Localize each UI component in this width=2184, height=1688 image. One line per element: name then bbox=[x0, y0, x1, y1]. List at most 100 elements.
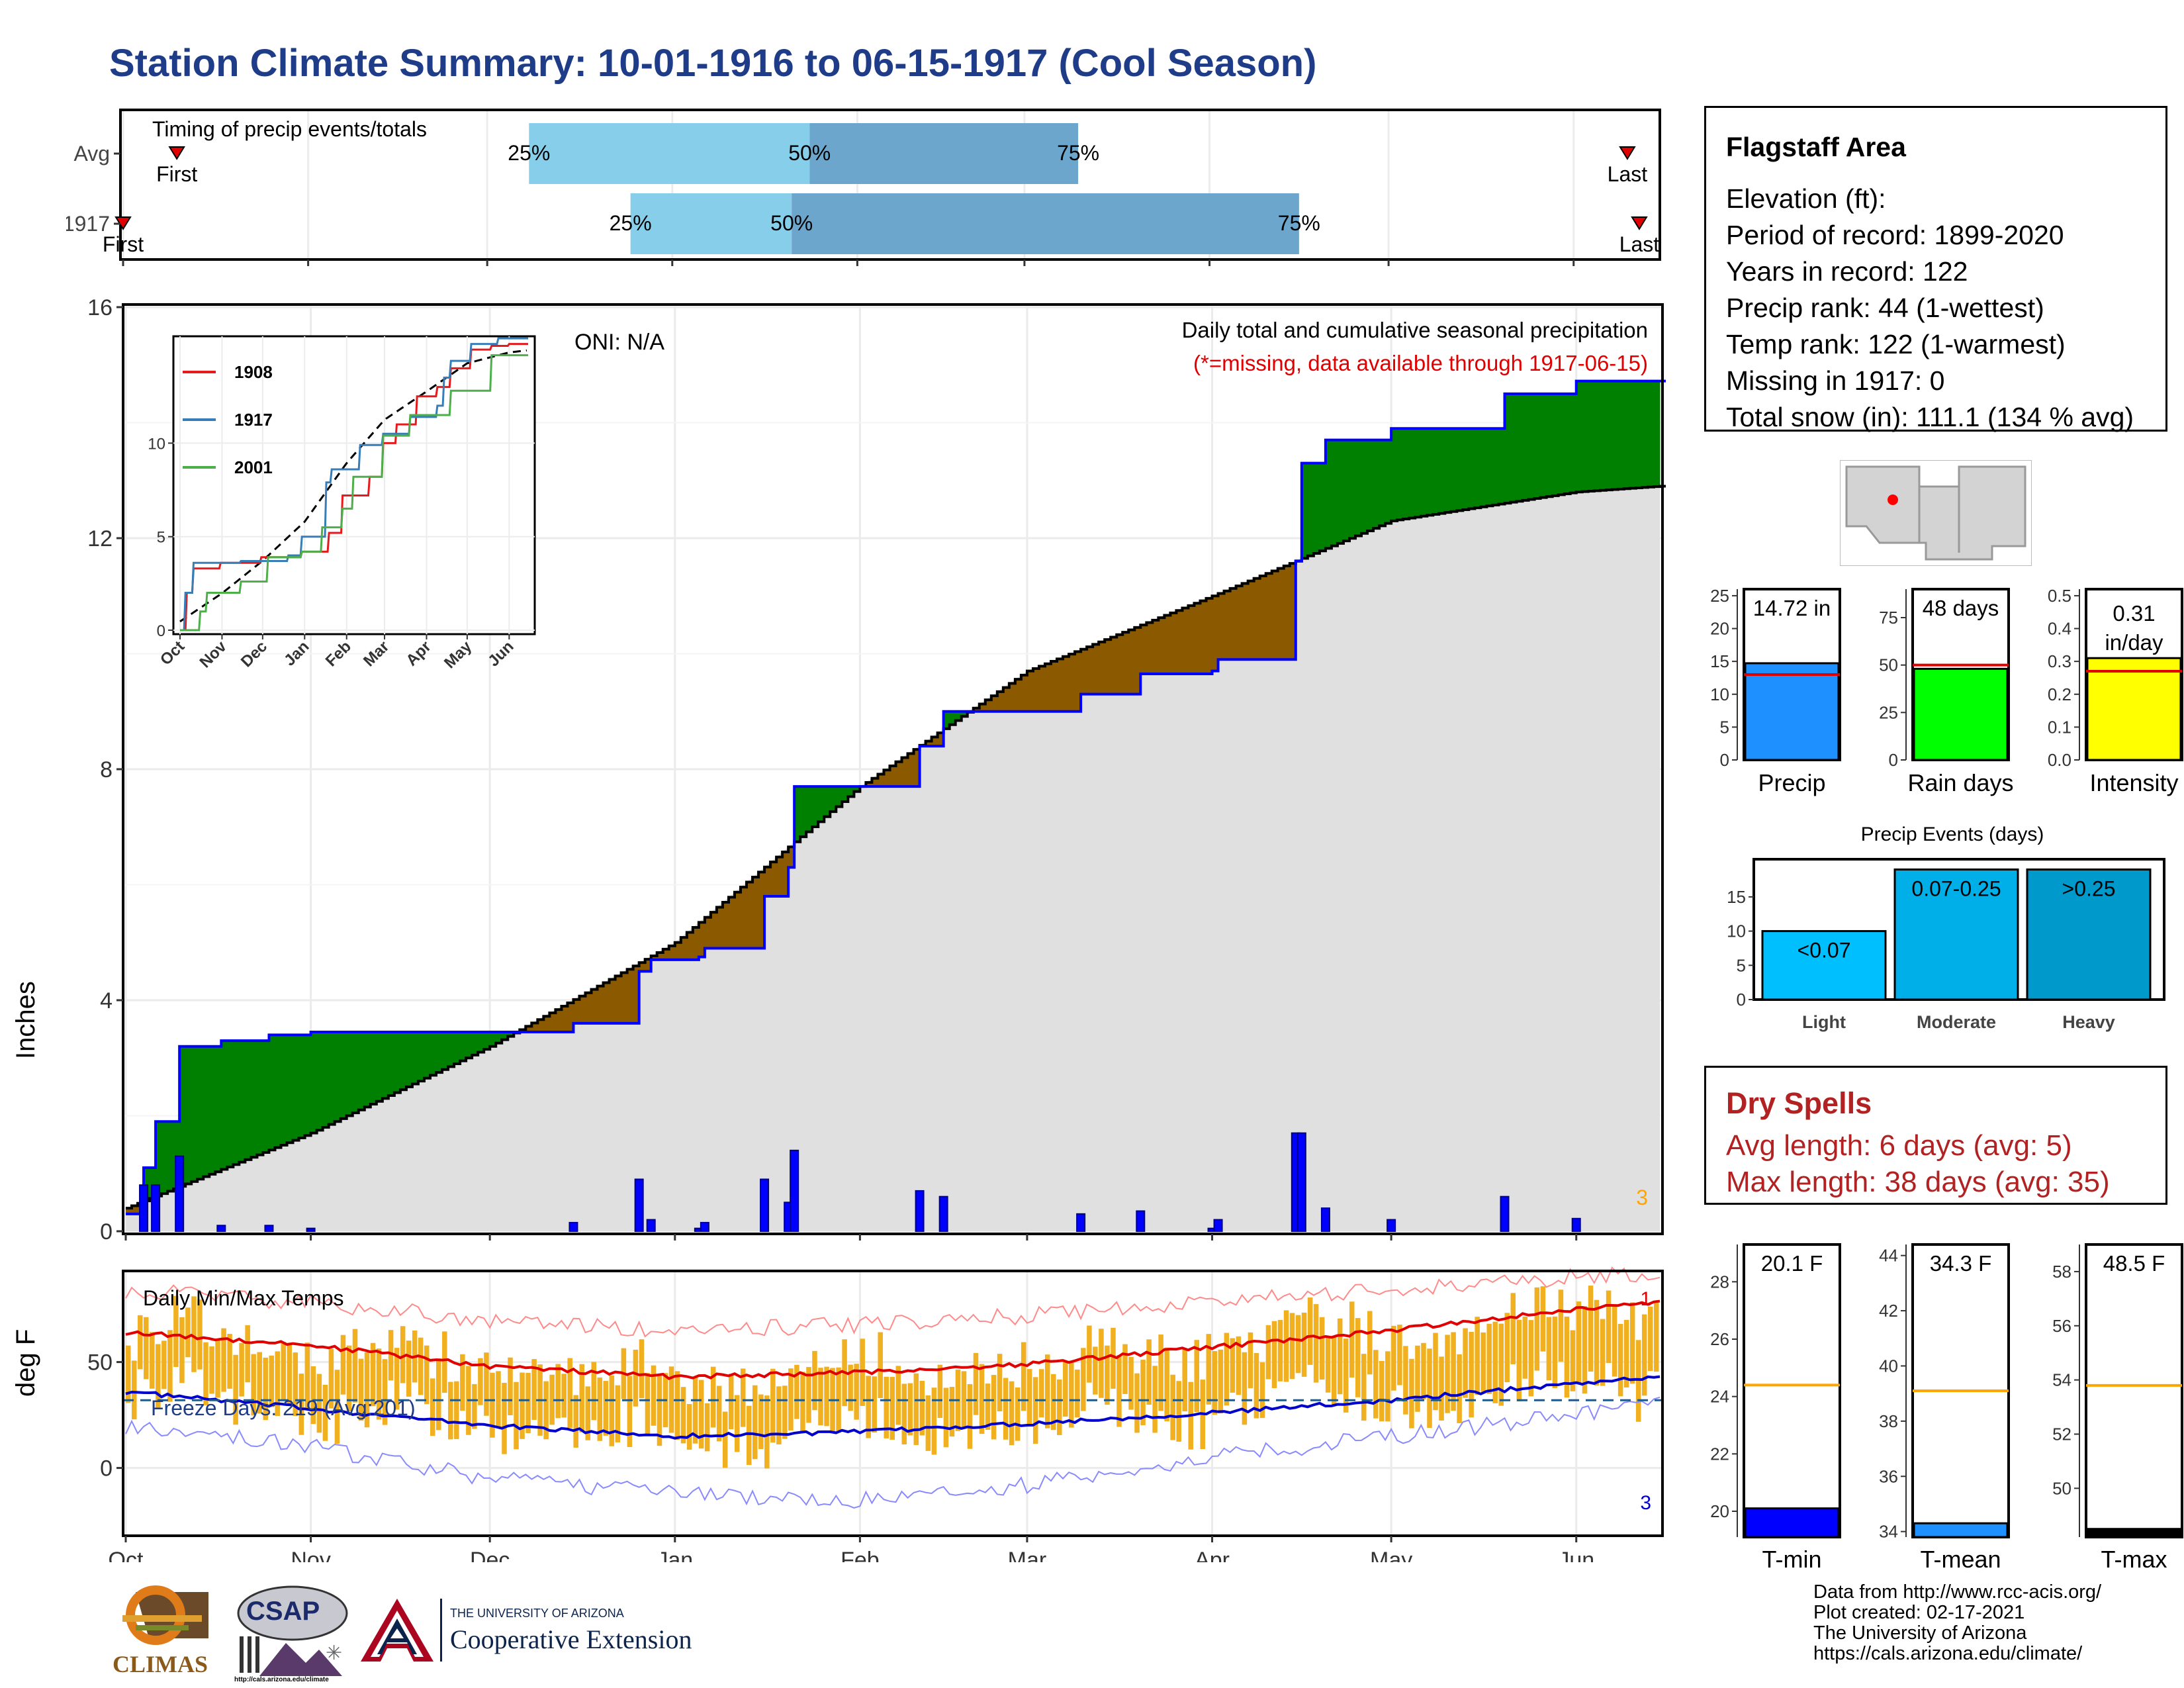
precip-departure-bar bbox=[758, 872, 765, 949]
daily-temp-bar bbox=[1379, 1360, 1385, 1422]
station-details: Elevation (ft): Period of record: 1899-20… bbox=[1726, 181, 2134, 436]
daily-temp-bar bbox=[478, 1358, 483, 1405]
daily-temp-bar bbox=[304, 1342, 310, 1411]
inset-frame bbox=[172, 335, 536, 635]
precip-departure-bar bbox=[161, 1121, 168, 1194]
daily-precip-bar bbox=[216, 1225, 226, 1233]
daily-temp-bar bbox=[322, 1384, 328, 1441]
precip-departure-bar bbox=[680, 937, 688, 960]
daily-temp-bar bbox=[1075, 1369, 1080, 1418]
daily-temp-bar bbox=[639, 1339, 645, 1399]
daily-precip-bar bbox=[938, 1196, 948, 1233]
precip-departure-bar bbox=[1248, 581, 1255, 660]
daily-temp-bar bbox=[227, 1334, 232, 1389]
daily-temp-bar bbox=[1331, 1336, 1337, 1405]
daily-temp-bar bbox=[150, 1332, 155, 1389]
precip-departure-bar bbox=[1015, 679, 1022, 712]
precip-departure-bar bbox=[436, 1031, 443, 1073]
daily-temp-bar bbox=[806, 1367, 811, 1423]
precip-departure-bar bbox=[126, 1208, 132, 1214]
precip-departure-bar bbox=[585, 992, 592, 1023]
daily-temp-bar bbox=[668, 1366, 674, 1433]
daily-temp-bar bbox=[1265, 1325, 1271, 1380]
temp-summary-bars: 20 22 24 26 28 20.1 F T-min 34 36 38 40 42 44 34.3 F T… bbox=[1710, 1243, 2183, 1573]
precip-departure-bar bbox=[281, 1035, 288, 1145]
daily-temp-bar bbox=[215, 1339, 220, 1398]
precip-departure-bar bbox=[1343, 440, 1350, 541]
temp-summary-ytick-label: 20 bbox=[1710, 1501, 1729, 1521]
daily-temp-bar bbox=[1242, 1352, 1248, 1425]
precip-departure-bar bbox=[1182, 608, 1189, 675]
daily-temp-bar bbox=[1325, 1336, 1331, 1393]
precip-departure-bar bbox=[400, 1031, 407, 1090]
daily-temp-bar bbox=[549, 1374, 555, 1425]
daily-precip-bar bbox=[1320, 1207, 1330, 1232]
precip-departure-bar bbox=[1271, 571, 1279, 660]
precip-departure-bar bbox=[293, 1035, 300, 1141]
daily-temp-bar bbox=[1122, 1344, 1128, 1394]
precip-departure-bar bbox=[490, 1031, 496, 1047]
events-ytick-label: 5 bbox=[1737, 955, 1746, 975]
temp-summary-label: T-mean bbox=[1920, 1546, 2001, 1573]
precip-departure-bar bbox=[1397, 428, 1404, 520]
daily-temp-bar bbox=[1552, 1316, 1558, 1389]
daily-temp-bar bbox=[448, 1382, 453, 1440]
precip-departure-bar bbox=[943, 711, 950, 729]
daily-temp-bar bbox=[973, 1352, 979, 1415]
daily-temp-bar bbox=[340, 1335, 346, 1395]
precip-departure-bar bbox=[1230, 588, 1237, 660]
precip-departure-bar bbox=[1277, 568, 1285, 660]
daily-temp-bar bbox=[382, 1359, 388, 1425]
daily-temp-bar bbox=[734, 1395, 740, 1452]
precip-departure-bar bbox=[1075, 651, 1081, 712]
daily-temp-bar bbox=[1510, 1293, 1516, 1364]
precip-departure-bar bbox=[310, 1031, 318, 1133]
daily-temp-bar bbox=[1038, 1369, 1044, 1418]
precip-departure-bar bbox=[609, 979, 616, 1023]
daily-temp-bar bbox=[1558, 1289, 1564, 1362]
precip-departure-bar bbox=[1146, 622, 1153, 675]
precip-departure-bar bbox=[537, 1019, 544, 1032]
events-category-label: Moderate bbox=[1917, 1012, 1996, 1032]
precip-departure-bar bbox=[1331, 440, 1338, 546]
precip-departure-bar bbox=[674, 942, 682, 960]
inset-legend-label: 2001 bbox=[234, 457, 273, 477]
temp-ylabel: deg F bbox=[11, 1329, 40, 1397]
precip-departure-bar bbox=[185, 1046, 192, 1184]
daily-temp-bar bbox=[1307, 1297, 1313, 1365]
precip-departure-bar bbox=[1629, 381, 1637, 489]
season-bar bbox=[1913, 667, 2009, 761]
precip-departure-bar bbox=[1003, 687, 1010, 712]
station-detail-line: Precip rank: 44 (1-wettest) bbox=[1726, 293, 2044, 323]
daily-temp-bar bbox=[430, 1378, 435, 1436]
precip-departure-bar bbox=[1105, 639, 1111, 694]
precip-departure-bar bbox=[1188, 605, 1195, 675]
daily-temp-bar bbox=[472, 1383, 477, 1429]
daily-temp-bar bbox=[400, 1326, 406, 1383]
daily-temp-bar bbox=[1319, 1317, 1325, 1380]
temp-summary-bar bbox=[2086, 1528, 2182, 1538]
precip-departure-bar bbox=[1433, 428, 1439, 514]
daily-temp-bar bbox=[1564, 1316, 1570, 1398]
daily-temp-bar bbox=[1492, 1321, 1498, 1403]
events-bar-label: <0.07 bbox=[1797, 939, 1851, 962]
precip-departure-bar bbox=[884, 770, 890, 787]
daily-temp-bar bbox=[298, 1374, 304, 1435]
precip-count-label: 3 bbox=[1636, 1186, 1648, 1209]
precip-departure-bar bbox=[1152, 620, 1159, 675]
daily-temp-bar bbox=[245, 1325, 250, 1383]
season-value-label: 14.72 in bbox=[1753, 596, 1831, 620]
temp-summary-ytick-label: 28 bbox=[1710, 1272, 1729, 1291]
precip-departure-bar bbox=[424, 1031, 431, 1078]
daily-temp-bar bbox=[860, 1338, 865, 1406]
daily-temp-bar bbox=[436, 1358, 441, 1430]
daily-temp-bar bbox=[1355, 1318, 1361, 1397]
csap-wordmark: CSAP bbox=[246, 1597, 320, 1626]
precip-departure-bar bbox=[597, 986, 604, 1023]
inset-ytick-label: 5 bbox=[157, 529, 165, 547]
daily-precip-bar bbox=[1500, 1196, 1510, 1233]
precip-departure-bar bbox=[627, 969, 634, 1023]
climas-logo: CLIMAS bbox=[109, 1579, 222, 1678]
temp-summary-ytick-label: 26 bbox=[1710, 1329, 1729, 1349]
